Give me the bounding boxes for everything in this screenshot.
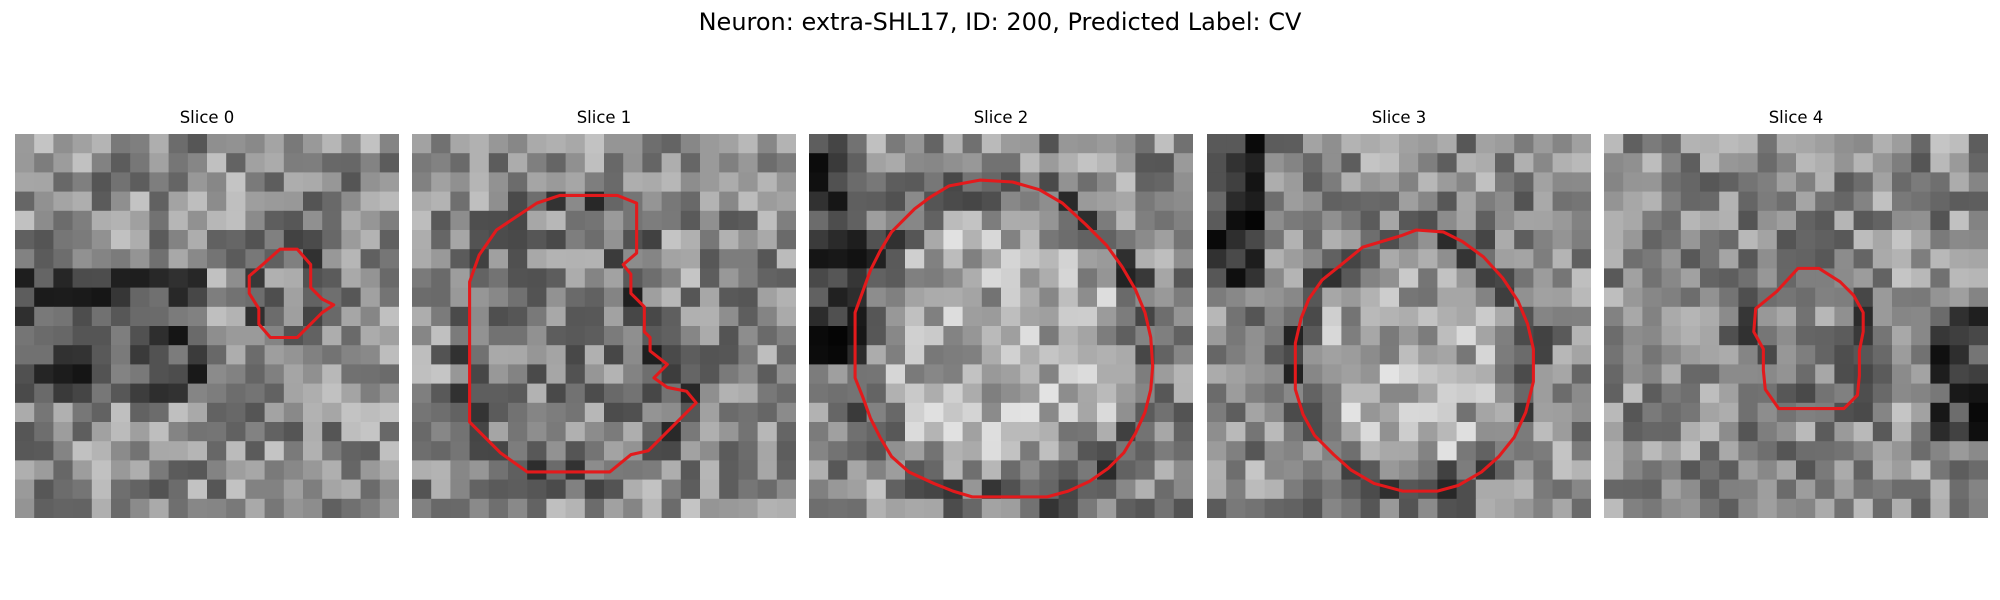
- segmentation-outline: [1293, 228, 1535, 493]
- slice-title: Slice 0: [179, 108, 235, 127]
- pixel-grid: [1207, 134, 1591, 518]
- segmentation-outline: [1752, 266, 1865, 411]
- pixel-grid: [809, 134, 1193, 518]
- slice-title: Slice 1: [576, 108, 632, 127]
- slice-image: [15, 134, 399, 518]
- segmentation-outline: [247, 247, 336, 340]
- slice-title: Slice 4: [1768, 108, 1824, 127]
- slice-title: Slice 2: [973, 108, 1029, 127]
- pixel-grid: [1604, 134, 1988, 518]
- slice-image: [809, 134, 1193, 518]
- slice-title: Slice 3: [1371, 108, 1427, 127]
- slice-image: [1207, 134, 1591, 518]
- pixel-grid: [15, 134, 399, 518]
- segmentation-outline: [468, 193, 698, 474]
- slice-image: [412, 134, 796, 518]
- segmentation-outline: [853, 178, 1155, 499]
- pixel-grid: [412, 134, 796, 518]
- figure-title: Neuron: extra-SHL17, ID: 200, Predicted …: [698, 8, 1302, 36]
- slice-image: [1604, 134, 1988, 518]
